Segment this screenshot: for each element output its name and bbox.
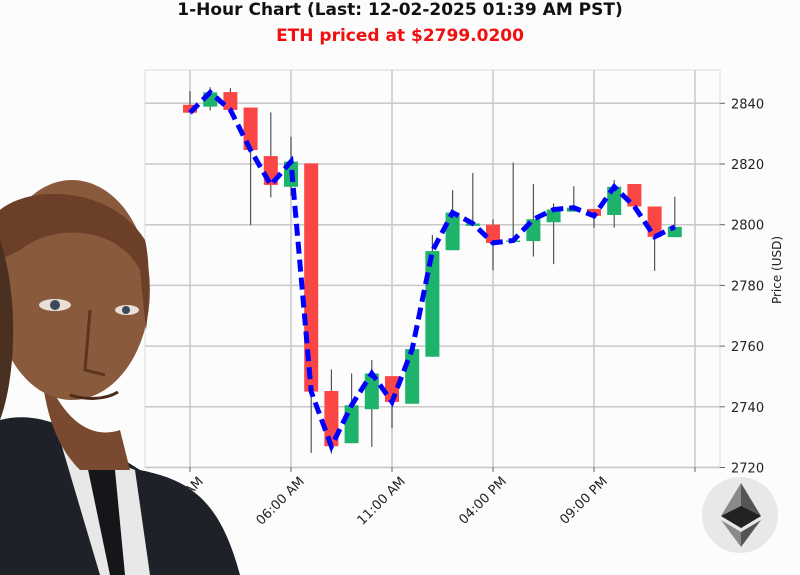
x-tick-label: 09:00 PM <box>557 474 610 527</box>
candle-body-up <box>445 212 460 251</box>
candle-body-up <box>405 349 420 404</box>
chart-title: 1-Hour Chart (Last: 12-02-2025 01:39 AM … <box>177 0 623 20</box>
candle-body-up <box>344 405 359 444</box>
candle-body-up <box>364 373 379 410</box>
candle-body-up <box>546 209 561 223</box>
android-portrait <box>0 180 240 575</box>
x-tick-label: 11:00 AM <box>355 474 409 528</box>
ethereum-logo-icon <box>702 477 778 553</box>
candle-body-down <box>183 104 197 113</box>
x-tick-label: 04:00 PM <box>456 474 509 527</box>
candle-body-down <box>627 184 642 207</box>
y-tick-label: 2720 <box>731 462 764 477</box>
y-tick-label: 2780 <box>731 279 764 294</box>
candle-body-down <box>223 92 238 110</box>
candle-body-down <box>324 391 339 447</box>
y-axis-label: Price (USD) <box>770 236 784 304</box>
y-tick-label: 2840 <box>731 97 764 112</box>
candle-body-up <box>425 251 440 357</box>
y-tick-label: 2800 <box>731 219 764 234</box>
candle-body-down <box>486 224 500 243</box>
chart-subtitle: ETH priced at $2799.0200 <box>276 26 524 46</box>
y-tick-label: 2740 <box>731 401 764 416</box>
candle-body-down <box>243 107 258 151</box>
close-price-line <box>188 88 676 453</box>
y-tick-label: 2760 <box>731 340 764 355</box>
x-tick-label: 06:00 AM <box>254 474 308 528</box>
y-tick-label: 2820 <box>731 158 764 173</box>
candle-body-up <box>667 226 682 238</box>
